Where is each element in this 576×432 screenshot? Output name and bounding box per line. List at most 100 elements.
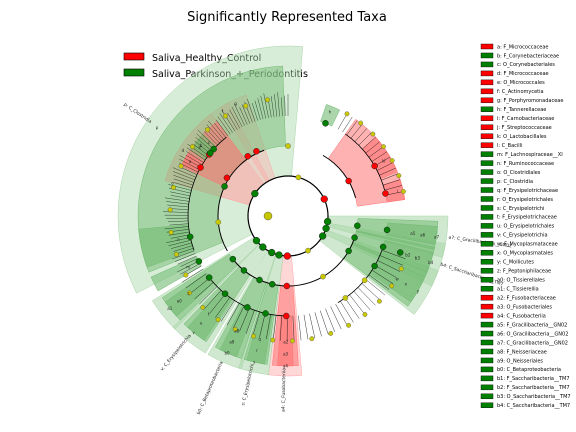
key-swatch-c xyxy=(480,61,494,68)
leaf-spoke xyxy=(377,162,394,171)
clade-label-d: d xyxy=(182,148,185,153)
node-z xyxy=(205,274,213,281)
node-v xyxy=(259,243,267,251)
key-label-b4: b4: C_Saccharibacteria__TM7 xyxy=(497,403,570,409)
node-nonsignificant xyxy=(377,298,382,304)
leaf-spoke xyxy=(217,116,231,135)
key-swatch-w xyxy=(480,241,494,247)
node-b1 xyxy=(396,249,404,256)
key-label-b: b: F_Corynebacteriaceae xyxy=(497,53,559,59)
key-label-a7: a7: C_Gracilibacteria__GN02 xyxy=(497,340,568,346)
leaf-spoke xyxy=(186,151,204,163)
node-nonsignificant xyxy=(398,266,404,272)
key-swatch-b1 xyxy=(480,375,494,382)
node-a1 xyxy=(252,236,261,245)
node-s xyxy=(275,251,283,259)
key-label-j: j: F_Streptococcaceae xyxy=(496,125,552,131)
clade-label-g: g xyxy=(234,101,237,106)
leaf-spoke xyxy=(170,195,190,199)
node-nonsignificant xyxy=(346,322,352,328)
clade-label-v: v xyxy=(192,330,195,335)
node-nonsignificant xyxy=(215,317,221,323)
clade-radial-label: v: C_Erysipelotrichia xyxy=(159,333,192,372)
legend-label-parkinson-periodontitis: Saliva_Parkinson_+_Periodontitis xyxy=(152,69,308,80)
node-a xyxy=(197,164,204,171)
node-a4 xyxy=(283,252,291,260)
leaf-spoke xyxy=(220,300,235,322)
leaf-spoke xyxy=(170,234,190,239)
node-k xyxy=(345,177,352,185)
node-nonsignificant xyxy=(173,251,179,257)
key-label-m: m: F_Lachnospiraceae__XI xyxy=(497,152,563,158)
leaf-spoke xyxy=(357,287,376,306)
key-label-r: r: O_Erysipelotrichales xyxy=(497,197,553,203)
key-swatch-a7 xyxy=(480,339,494,346)
leaf-spoke xyxy=(281,97,283,117)
leaf-spoke xyxy=(344,298,360,319)
clade-label-u: u xyxy=(200,321,203,326)
leaf-spoke xyxy=(219,113,233,133)
node-nonsignificant xyxy=(401,189,406,194)
node-b4 xyxy=(322,224,330,233)
node-nonsignificant xyxy=(396,173,402,179)
leaf-spoke xyxy=(208,120,224,140)
node-nonsignificant xyxy=(285,143,291,149)
node-nonsignificant xyxy=(344,111,350,117)
leaf-spoke xyxy=(168,231,190,236)
key-label-b1: b1: F_Saccharibacteria__TM7 xyxy=(497,376,570,382)
key-label-b0: b0: C_Betaproteobacteria xyxy=(497,367,561,373)
node-b0 xyxy=(268,248,276,257)
leaf-spoke xyxy=(177,255,197,265)
node-a8 xyxy=(244,304,251,311)
leaf-spoke xyxy=(166,201,189,205)
node-nonsignificant xyxy=(270,337,276,343)
clade-radial-label: b4: C_Saccharibacteria__TM7 xyxy=(440,262,505,288)
clade-label-a7: a7 xyxy=(434,234,439,239)
key-label-a4: a4: C_Fusobacteriia xyxy=(497,313,546,319)
key-swatch-a5 xyxy=(480,321,494,328)
leaf-spoke xyxy=(365,141,380,154)
key-label-z: z: F_Peptoniphilaceae xyxy=(497,269,551,275)
key-swatch-a4 xyxy=(480,312,494,319)
leaf-spoke xyxy=(239,308,250,332)
node-nonsignificant xyxy=(370,131,376,137)
leaf-spoke xyxy=(168,240,192,246)
node-nonsignificant xyxy=(309,336,315,342)
tree-arc-class-right xyxy=(233,239,355,287)
leaf-spoke xyxy=(379,255,403,266)
key-label-b2: b2: F_Saccharibacteria__TM7 xyxy=(497,385,570,391)
leaf-spoke xyxy=(233,305,245,329)
key-swatch-m xyxy=(480,151,494,157)
leaf-spoke xyxy=(252,103,258,121)
leaf-spoke xyxy=(231,106,243,128)
leaf-spoke xyxy=(263,93,269,118)
leaf-spoke xyxy=(229,109,240,129)
key-label-a2: a2: F_Fusobacteriaceae xyxy=(497,295,556,301)
key-swatch-o xyxy=(480,169,494,175)
clade-label-j: j xyxy=(383,158,385,163)
leaf-spoke xyxy=(325,308,336,332)
leaf-spoke xyxy=(164,226,189,230)
clade-label-t: t xyxy=(208,311,210,316)
node-o xyxy=(221,183,228,190)
leaf-spoke xyxy=(203,131,218,146)
leaf-spoke xyxy=(166,237,191,243)
node-n xyxy=(186,233,194,241)
tree-skeleton xyxy=(163,92,406,341)
key-swatch-t xyxy=(480,214,494,220)
clade-label-r: r xyxy=(256,348,258,353)
leaf-spoke xyxy=(381,250,406,259)
key-label-a3: a3: O_Fusobacteriales xyxy=(497,304,552,310)
leaf-spoke xyxy=(177,260,199,273)
leaf-spoke xyxy=(383,179,401,186)
key-swatch-a1 xyxy=(480,285,494,292)
leaf-spoke xyxy=(227,112,238,130)
node-b3 xyxy=(351,234,358,241)
leaf-spoke xyxy=(215,119,229,137)
clade-radial-label: a4: C_Fusobacteriia xyxy=(281,368,288,412)
node-b xyxy=(207,149,214,157)
key-swatch-v xyxy=(480,232,494,238)
node-j xyxy=(371,162,378,170)
leaf-spoke xyxy=(199,286,218,305)
